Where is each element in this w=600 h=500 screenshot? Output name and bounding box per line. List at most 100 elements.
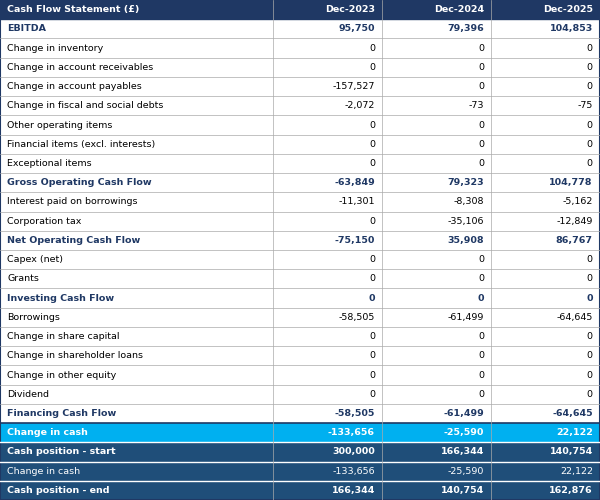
Bar [0,0,600,19]
Bar [0,77,600,96]
Text: 140,754: 140,754 [441,486,484,495]
Text: Exceptional items: Exceptional items [7,159,92,168]
Text: 0: 0 [369,390,375,398]
Text: 0: 0 [587,140,593,148]
Text: 0: 0 [478,63,484,72]
Text: -64,645: -64,645 [556,313,593,322]
Text: 86,767: 86,767 [556,236,593,245]
Text: -64,645: -64,645 [552,409,593,418]
Text: 0: 0 [587,44,593,52]
Bar [0,442,600,462]
Text: -63,849: -63,849 [334,178,375,187]
Text: 0: 0 [369,44,375,52]
Text: Change in account receivables: Change in account receivables [7,63,154,72]
Text: Interest paid on borrowings: Interest paid on borrowings [7,198,138,206]
Text: 0: 0 [478,82,484,91]
Text: -25,590: -25,590 [444,428,484,437]
Text: -12,849: -12,849 [556,216,593,226]
Bar [0,462,600,481]
Text: 0: 0 [368,294,375,302]
Text: 0: 0 [478,390,484,398]
Text: Cash position - start: Cash position - start [7,448,116,456]
Text: -75,150: -75,150 [335,236,375,245]
Bar [0,96,600,116]
Text: EBITDA: EBITDA [7,24,46,34]
Text: 104,853: 104,853 [550,24,593,34]
Text: 0: 0 [587,159,593,168]
Text: 0: 0 [369,216,375,226]
Text: -58,505: -58,505 [335,409,375,418]
Text: -25,590: -25,590 [448,466,484,475]
Text: -5,162: -5,162 [562,198,593,206]
Text: 140,754: 140,754 [550,448,593,456]
Text: 35,908: 35,908 [448,236,484,245]
Text: -58,505: -58,505 [338,313,375,322]
Bar [0,308,600,327]
Text: 0: 0 [478,44,484,52]
Text: Change in other equity: Change in other equity [7,370,116,380]
Bar [0,384,600,404]
Text: Dec-2025: Dec-2025 [543,5,593,14]
Bar [0,269,600,288]
Text: 0: 0 [369,255,375,264]
Text: Net Operating Cash Flow: Net Operating Cash Flow [7,236,140,245]
Text: Financial items (excl. interests): Financial items (excl. interests) [7,140,155,148]
Text: -61,499: -61,499 [443,409,484,418]
Text: -8,308: -8,308 [454,198,484,206]
Text: 300,000: 300,000 [332,448,375,456]
Bar [0,404,600,423]
Text: 162,876: 162,876 [549,486,593,495]
Text: Corporation tax: Corporation tax [7,216,82,226]
Text: Gross Operating Cash Flow: Gross Operating Cash Flow [7,178,152,187]
Bar [0,346,600,366]
Text: -11,301: -11,301 [338,198,375,206]
Text: Cash position - end: Cash position - end [7,486,110,495]
Text: 95,750: 95,750 [338,24,375,34]
Text: Capex (net): Capex (net) [7,255,63,264]
Bar [0,116,600,134]
Bar [0,231,600,250]
Text: 0: 0 [478,332,484,341]
Text: Change in share capital: Change in share capital [7,332,120,341]
Text: -157,527: -157,527 [332,82,375,91]
Text: Financing Cash Flow: Financing Cash Flow [7,409,116,418]
Text: 0: 0 [587,82,593,91]
Text: Change in cash: Change in cash [7,428,88,437]
Text: 0: 0 [587,352,593,360]
Bar [0,423,600,442]
Bar [0,366,600,384]
Text: -133,656: -133,656 [332,466,375,475]
Text: 0: 0 [587,332,593,341]
Bar [0,327,600,346]
Text: 0: 0 [478,120,484,130]
Text: 0: 0 [369,63,375,72]
Text: 0: 0 [478,159,484,168]
Text: 0: 0 [369,140,375,148]
Text: 0: 0 [369,120,375,130]
Text: 0: 0 [587,390,593,398]
Text: 166,344: 166,344 [441,448,484,456]
Bar [0,173,600,193]
Text: 0: 0 [587,63,593,72]
Text: 0: 0 [478,255,484,264]
Text: 79,323: 79,323 [448,178,484,187]
Text: 0: 0 [369,370,375,380]
Text: 0: 0 [478,352,484,360]
Bar [0,134,600,154]
Text: Other operating items: Other operating items [7,120,113,130]
Bar [0,481,600,500]
Bar [0,38,600,58]
Text: 0: 0 [587,274,593,283]
Text: 0: 0 [586,294,593,302]
Text: Change in shareholder loans: Change in shareholder loans [7,352,143,360]
Text: 0: 0 [478,370,484,380]
Text: -75: -75 [577,102,593,110]
Text: 0: 0 [587,120,593,130]
Text: Change in inventory: Change in inventory [7,44,103,52]
Text: 0: 0 [587,370,593,380]
Text: 0: 0 [369,332,375,341]
Text: Borrowings: Borrowings [7,313,60,322]
Text: Change in account payables: Change in account payables [7,82,142,91]
Text: 0: 0 [587,255,593,264]
Text: Dec-2024: Dec-2024 [434,5,484,14]
